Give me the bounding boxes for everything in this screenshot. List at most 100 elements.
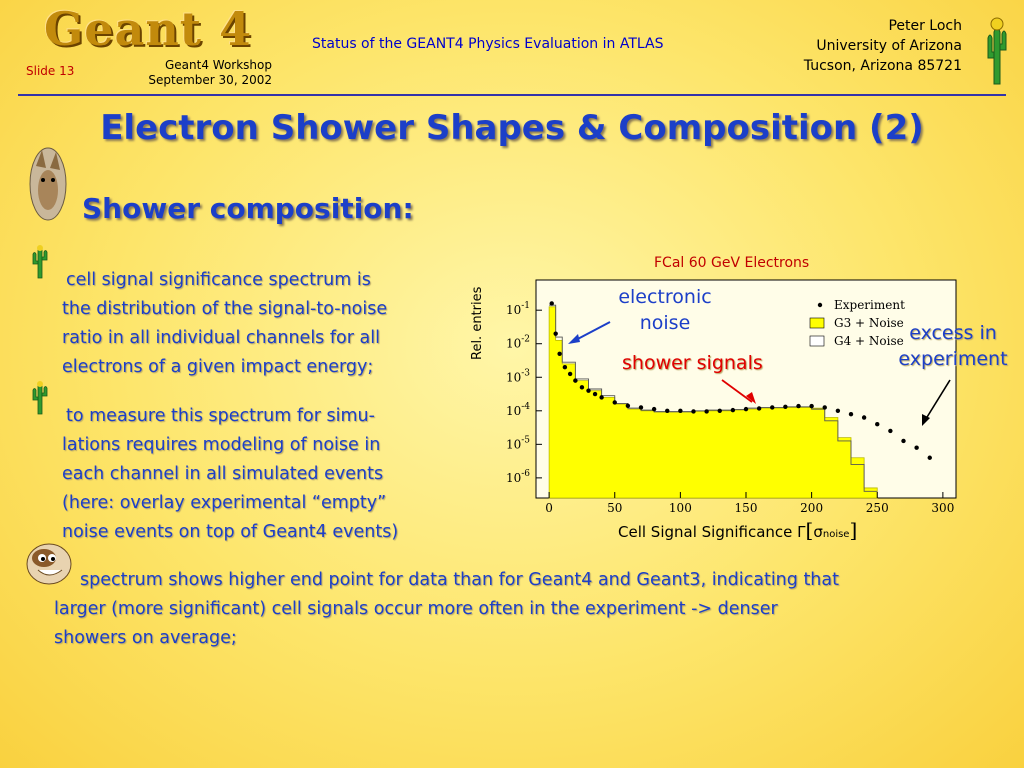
cactus-bullet-icon xyxy=(32,381,48,415)
annotation-excess: excess in experiment xyxy=(898,322,1008,370)
bullet-line: lations requires modeling of noise in xyxy=(62,435,381,455)
experiment-point xyxy=(901,438,906,444)
bullet-line: larger (more significant) cell signals o… xyxy=(54,599,778,619)
experiment-point xyxy=(573,378,578,383)
experiment-point xyxy=(730,407,736,413)
experiment-point xyxy=(756,406,762,411)
legend-swatch-g4 xyxy=(809,335,825,347)
experiment-point xyxy=(625,403,631,408)
author-address: Tucson, Arizona 85721 xyxy=(803,58,962,74)
bullet-line: to measure this spectrum for simu- xyxy=(66,406,375,426)
noise-arrowhead xyxy=(568,334,580,344)
bullet-2: to measure this spectrum for simu- latio… xyxy=(62,402,472,547)
author-name: Peter Loch xyxy=(888,18,962,34)
experiment-point xyxy=(553,331,558,336)
chart-title: FCal 60 GeV Electrons xyxy=(654,255,810,271)
chart-legend: Experiment G3 + Noise G4 + Noise xyxy=(809,298,905,348)
section-subtitle: Shower composition: xyxy=(82,192,414,225)
experiment-point xyxy=(914,445,919,450)
excess-arrowhead xyxy=(922,414,930,426)
experiment-point xyxy=(638,405,644,410)
bullet-line: spectrum shows higher end point for data… xyxy=(80,570,839,590)
bullet-line: noise events on top of Geant4 events) xyxy=(62,522,399,542)
experiment-point xyxy=(822,405,827,410)
x-tick-label: 300 xyxy=(931,501,954,515)
shower-arrowhead xyxy=(746,392,756,404)
bullet-line: ratio in all individual channels for all xyxy=(62,328,380,348)
experiment-point xyxy=(651,406,657,412)
bullet-3: spectrum shows higher end point for data… xyxy=(54,566,1014,653)
bullet-line: (here: overlay experimental “empty” xyxy=(62,493,387,513)
experiment-point xyxy=(927,455,932,460)
experiment-point xyxy=(717,408,722,413)
legend-label-experiment: Experiment xyxy=(834,298,905,312)
experiment-point xyxy=(579,385,585,390)
experiment-point xyxy=(586,388,591,393)
experiment-point xyxy=(549,301,554,306)
workshop-name: Geant4 Workshop xyxy=(165,58,272,72)
experiment-point xyxy=(770,405,775,410)
x-tick-label: 200 xyxy=(800,501,823,515)
header-title: Status of the GEANT4 Physics Evaluation … xyxy=(312,36,664,52)
experiment-point xyxy=(599,395,604,400)
y-tick-label: 10-5 xyxy=(506,435,530,451)
x-axis-label: Cell Signal Significance Γ[σnoise] xyxy=(618,518,858,542)
experiment-point xyxy=(562,365,568,370)
x-tick-label: 150 xyxy=(735,501,758,515)
author-affiliation: University of Arizona xyxy=(816,38,962,54)
y-tick-label: 10-2 xyxy=(506,335,530,351)
x-tick-label: 250 xyxy=(866,501,889,515)
experiment-point xyxy=(557,351,562,356)
experiment-point xyxy=(704,409,709,414)
legend-swatch-g3 xyxy=(809,317,825,329)
experiment-point xyxy=(888,428,893,434)
experiment-point xyxy=(796,403,801,409)
bullet-line: electrons of a given impact energy; xyxy=(62,357,374,377)
y-axis-label: Rel. entries xyxy=(470,286,485,360)
shower-arrow xyxy=(721,379,753,403)
experiment-point xyxy=(835,408,841,413)
legend-label-g4: G4 + Noise xyxy=(834,334,904,348)
slide-number: Slide 13 xyxy=(26,64,75,78)
experiment-point xyxy=(691,409,696,414)
experiment-point xyxy=(848,411,854,417)
experiment-point xyxy=(665,408,670,413)
cartoon-face-icon xyxy=(26,543,72,585)
x-tick-label: 50 xyxy=(607,501,622,515)
header-divider xyxy=(18,94,1006,96)
x-tick-label: 100 xyxy=(669,501,692,515)
excess-arrow xyxy=(923,379,951,423)
experiment-point xyxy=(678,408,683,413)
experiment-point xyxy=(743,406,749,412)
legend-label-g3: G3 + Noise xyxy=(834,316,904,330)
experiment-point xyxy=(612,400,617,405)
annotation-shower-signals: shower signals xyxy=(622,352,763,374)
workshop-info: Geant4 Workshop September 30, 2002 xyxy=(130,58,272,88)
cactus-logo-icon xyxy=(987,17,1007,85)
cactus-bullet-icon xyxy=(32,245,48,279)
coyote-icon xyxy=(29,147,67,221)
experiment-point xyxy=(861,415,867,420)
y-tick-label: 10-3 xyxy=(506,368,530,384)
y-tick-label: 10-6 xyxy=(506,469,530,485)
histogram-chart: 0 50 100 150 200 250 300 10-1 10-2 10-3 10-4 10-5 10… xyxy=(506,279,957,515)
annotation-electronic-noise: electronic noise xyxy=(618,286,712,334)
bullet-line: the distribution of the signal-to-noise xyxy=(62,299,388,319)
experiment-point xyxy=(567,371,573,377)
bullet-line: each channel in all simulated events xyxy=(62,464,384,484)
slide-title: Electron Shower Shapes & Composition (2) xyxy=(100,108,924,148)
bullet-1: cell signal significance spectrum is the… xyxy=(62,266,472,382)
experiment-point xyxy=(783,404,788,409)
y-tick-label: 10-4 xyxy=(506,402,530,418)
workshop-date: September 30, 2002 xyxy=(148,73,272,87)
author-block: Peter Loch University of Arizona Tucson,… xyxy=(760,16,962,76)
bullet-line: cell signal significance spectrum is xyxy=(66,270,371,290)
y-tick-label: 10-1 xyxy=(506,301,530,317)
experiment-point xyxy=(875,422,880,427)
x-tick-label: 0 xyxy=(545,501,553,515)
geant4-logo: Geant 4 xyxy=(44,2,253,56)
experiment-point xyxy=(809,403,814,409)
legend-marker-experiment xyxy=(817,302,823,308)
experiment-point xyxy=(592,391,598,397)
bullet-line: showers on average; xyxy=(54,628,237,648)
